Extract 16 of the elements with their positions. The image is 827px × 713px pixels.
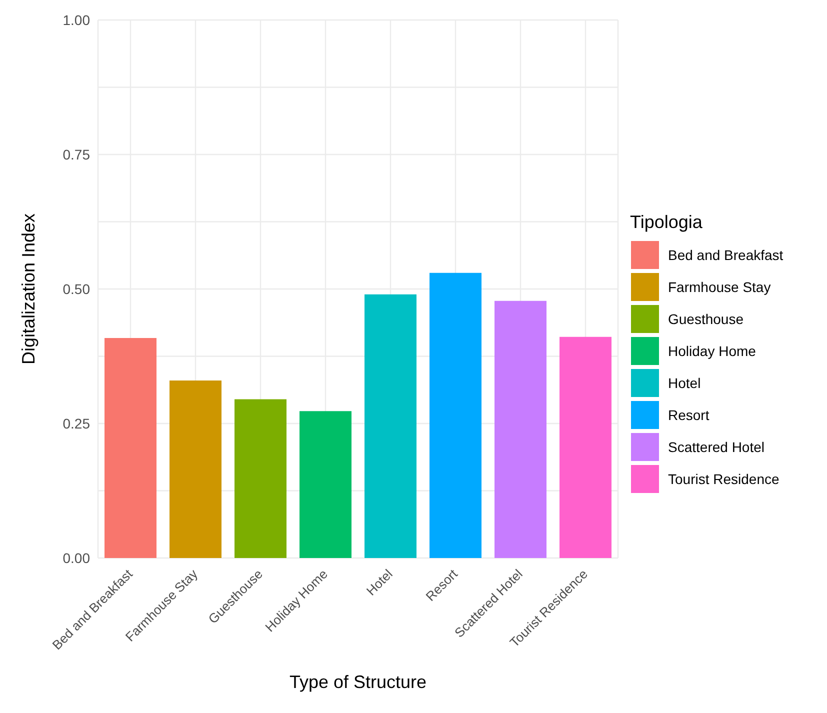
legend-label: Bed and Breakfast xyxy=(668,246,784,262)
y-tick-label: 0.25 xyxy=(62,415,90,432)
legend-label: Tourist Residence xyxy=(668,470,780,486)
legend-label: Hotel xyxy=(668,374,701,390)
y-tick-label: 1.00 xyxy=(62,12,90,28)
legend-label: Scattered Hotel xyxy=(668,438,764,454)
x-axis-title: Type of Structure xyxy=(289,672,427,692)
legend-title: Tipologia xyxy=(630,212,704,232)
legend-label: Guesthouse xyxy=(668,310,744,326)
y-axis-title: Digitalization Index xyxy=(18,213,38,365)
y-tick-label: 0.00 xyxy=(62,550,90,566)
y-tick-label: 0.75 xyxy=(62,146,90,162)
legend-label: Resort xyxy=(668,406,710,422)
y-tick-label: 0.50 xyxy=(62,280,90,297)
legend-label: Farmhouse Stay xyxy=(668,278,771,294)
legend-label: Holiday Home xyxy=(668,342,756,358)
